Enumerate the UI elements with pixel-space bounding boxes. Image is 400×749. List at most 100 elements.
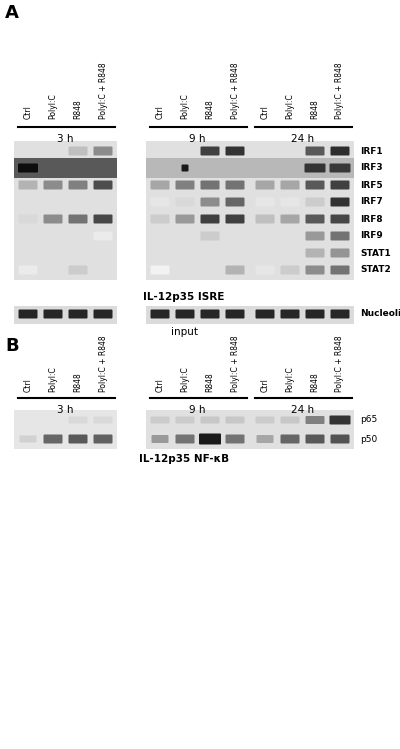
Text: PolyI:C + R848: PolyI:C + R848	[336, 336, 344, 392]
Bar	[14, 192, 117, 212]
Text: PolyI:C + R848: PolyI:C + R848	[98, 336, 108, 392]
FancyBboxPatch shape	[44, 309, 62, 318]
Text: Ctrl: Ctrl	[156, 105, 164, 119]
Bar	[14, 429, 117, 449]
FancyBboxPatch shape	[68, 181, 88, 189]
Bar	[146, 410, 354, 430]
FancyBboxPatch shape	[94, 198, 112, 207]
FancyBboxPatch shape	[280, 214, 300, 223]
Bar	[14, 141, 117, 161]
FancyBboxPatch shape	[226, 265, 244, 274]
Text: R848: R848	[74, 100, 82, 119]
Text: Ctrl: Ctrl	[24, 105, 32, 119]
FancyBboxPatch shape	[256, 435, 274, 443]
FancyBboxPatch shape	[306, 265, 324, 274]
FancyBboxPatch shape	[94, 309, 112, 318]
FancyBboxPatch shape	[330, 249, 350, 258]
Text: STAT1: STAT1	[360, 249, 391, 258]
Bar	[146, 209, 354, 229]
Bar	[14, 158, 117, 178]
Text: 24 h: 24 h	[291, 134, 314, 144]
Text: PolyI:C: PolyI:C	[180, 93, 190, 119]
FancyBboxPatch shape	[256, 309, 274, 318]
FancyBboxPatch shape	[306, 416, 324, 424]
FancyBboxPatch shape	[176, 416, 194, 423]
FancyBboxPatch shape	[330, 434, 350, 443]
Bar	[146, 158, 354, 178]
Text: PolyI:C + R848: PolyI:C + R848	[98, 62, 108, 119]
FancyBboxPatch shape	[330, 416, 350, 425]
Text: R848: R848	[310, 372, 320, 392]
Bar	[14, 410, 117, 430]
FancyBboxPatch shape	[330, 147, 350, 156]
Text: A: A	[5, 4, 19, 22]
FancyBboxPatch shape	[256, 416, 274, 423]
FancyBboxPatch shape	[18, 265, 38, 274]
FancyBboxPatch shape	[306, 249, 324, 258]
FancyBboxPatch shape	[176, 214, 194, 223]
Text: IL-12p35 NF-κB: IL-12p35 NF-κB	[139, 454, 229, 464]
FancyBboxPatch shape	[280, 265, 300, 274]
Text: PolyI:C + R848: PolyI:C + R848	[336, 62, 344, 119]
Text: IRF3: IRF3	[360, 163, 383, 172]
FancyBboxPatch shape	[226, 309, 244, 318]
FancyBboxPatch shape	[150, 265, 170, 274]
FancyBboxPatch shape	[280, 309, 300, 318]
Text: B: B	[5, 337, 19, 355]
FancyBboxPatch shape	[330, 198, 350, 207]
Text: PolyI:C + R848: PolyI:C + R848	[230, 62, 240, 119]
FancyBboxPatch shape	[330, 265, 350, 274]
Bar	[14, 209, 117, 229]
FancyBboxPatch shape	[280, 181, 300, 189]
Text: R848: R848	[310, 100, 320, 119]
Text: IRF8: IRF8	[360, 214, 383, 223]
Text: Ctrl: Ctrl	[260, 378, 270, 392]
Text: PolyI:C: PolyI:C	[180, 366, 190, 392]
Bar	[14, 243, 117, 263]
Text: 3 h: 3 h	[57, 134, 74, 144]
FancyBboxPatch shape	[182, 165, 188, 172]
FancyBboxPatch shape	[18, 163, 38, 172]
FancyBboxPatch shape	[226, 181, 244, 189]
Text: p65: p65	[360, 416, 377, 425]
Bar	[146, 260, 354, 280]
Text: R848: R848	[206, 372, 214, 392]
Bar	[146, 141, 354, 161]
Text: Nucleolin: Nucleolin	[360, 309, 400, 318]
FancyBboxPatch shape	[330, 309, 350, 318]
Text: PolyI:C: PolyI:C	[48, 366, 58, 392]
FancyBboxPatch shape	[199, 434, 221, 444]
Text: 24 h: 24 h	[291, 405, 314, 415]
FancyBboxPatch shape	[150, 181, 170, 189]
FancyBboxPatch shape	[330, 163, 350, 172]
FancyBboxPatch shape	[280, 198, 300, 207]
Text: Ctrl: Ctrl	[24, 378, 32, 392]
FancyBboxPatch shape	[226, 416, 244, 423]
FancyBboxPatch shape	[306, 434, 324, 443]
FancyBboxPatch shape	[150, 198, 170, 207]
Text: R848: R848	[74, 372, 82, 392]
FancyBboxPatch shape	[176, 309, 194, 318]
FancyBboxPatch shape	[152, 435, 168, 443]
FancyBboxPatch shape	[94, 434, 112, 443]
Bar	[146, 226, 354, 246]
FancyBboxPatch shape	[226, 198, 244, 207]
FancyBboxPatch shape	[306, 231, 324, 240]
Text: PolyI:C: PolyI:C	[286, 93, 294, 119]
Text: 9 h: 9 h	[189, 134, 206, 144]
FancyBboxPatch shape	[226, 214, 244, 223]
Text: input: input	[170, 327, 198, 337]
Bar	[146, 192, 354, 212]
FancyBboxPatch shape	[44, 434, 62, 443]
Text: IRF7: IRF7	[360, 198, 383, 207]
FancyBboxPatch shape	[200, 231, 220, 240]
Bar	[14, 226, 117, 246]
FancyBboxPatch shape	[150, 309, 170, 318]
FancyBboxPatch shape	[44, 181, 62, 189]
FancyBboxPatch shape	[306, 198, 324, 207]
Text: Ctrl: Ctrl	[156, 378, 164, 392]
FancyBboxPatch shape	[200, 416, 220, 423]
FancyBboxPatch shape	[226, 434, 244, 443]
FancyBboxPatch shape	[306, 309, 324, 318]
Text: R848: R848	[206, 100, 214, 119]
